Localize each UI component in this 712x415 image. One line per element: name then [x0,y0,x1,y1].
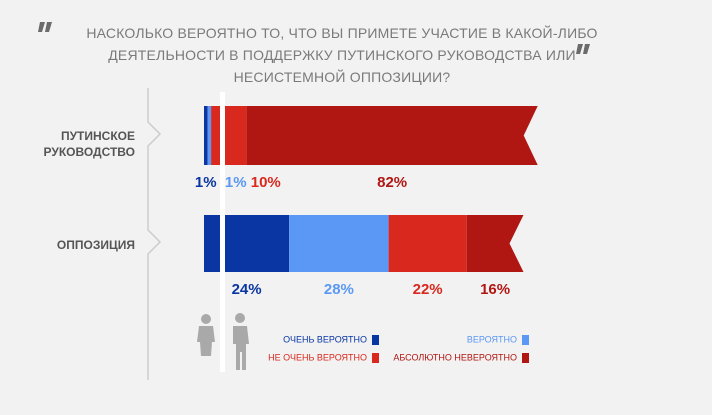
legend-label: ВЕРОЯТНО [467,334,517,344]
axis-bracket [147,88,162,380]
bar-segment [204,106,208,165]
bar-segment [466,215,524,272]
legend-label: ОЧЕНЬ ВЕРОЯТНО [283,334,367,344]
bar-segment [246,106,538,165]
value-label: 10% [251,174,281,191]
legend-swatch [522,353,529,363]
chart-title: НАСКОЛЬКО ВЕРОЯТНО ТО, ЧТО ВЫ ПРИМЕТЕ УЧ… [86,25,598,85]
bar-segment [211,106,247,165]
legend-swatch [372,353,379,363]
quote-marks [38,22,590,54]
bar-segment [204,215,290,272]
value-label: 28% [324,281,354,298]
legend-label: НЕ ОЧЕНЬ ВЕРОЯТНО [268,352,367,362]
category-label: ОППОЗИЦИЯ [56,238,135,252]
legend-label: АБСОЛЮТНО НЕВЕРОЯТНО [393,352,517,362]
legend-swatch [372,335,379,345]
people-icon [197,313,249,370]
category-label: ПУТИНСКОЕ РУКОВОДСТВО [43,129,135,159]
bar-segment [289,215,389,272]
divider [220,92,225,372]
bar-segment [207,106,212,165]
value-label: 1% [225,174,247,191]
value-label: 24% [232,281,262,298]
value-label: 16% [480,281,510,298]
legend-swatch [522,335,529,345]
bar-segment [388,215,467,272]
value-label: 82% [377,174,407,191]
value-label: 1% [195,174,217,191]
value-label: 22% [413,281,443,298]
